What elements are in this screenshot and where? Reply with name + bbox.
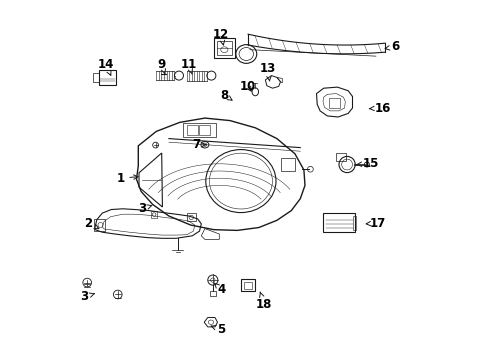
Text: 14: 14 [98, 58, 114, 75]
Text: 5: 5 [211, 323, 225, 336]
Text: 11: 11 [180, 58, 197, 74]
Text: 12: 12 [213, 28, 229, 45]
Text: 9: 9 [157, 58, 165, 74]
Text: 3: 3 [138, 202, 151, 215]
Text: 3: 3 [80, 291, 94, 303]
Text: 16: 16 [368, 102, 390, 114]
Text: 15: 15 [356, 157, 378, 170]
Text: 6: 6 [385, 40, 399, 53]
Text: 2: 2 [83, 217, 99, 230]
Text: 18: 18 [256, 292, 272, 311]
Text: 1: 1 [116, 172, 138, 185]
Text: 7: 7 [191, 138, 205, 151]
Text: 13: 13 [259, 62, 275, 81]
Text: 17: 17 [366, 217, 385, 230]
Text: 4: 4 [214, 283, 225, 296]
Text: 10: 10 [240, 80, 256, 93]
Text: 8: 8 [220, 89, 232, 102]
